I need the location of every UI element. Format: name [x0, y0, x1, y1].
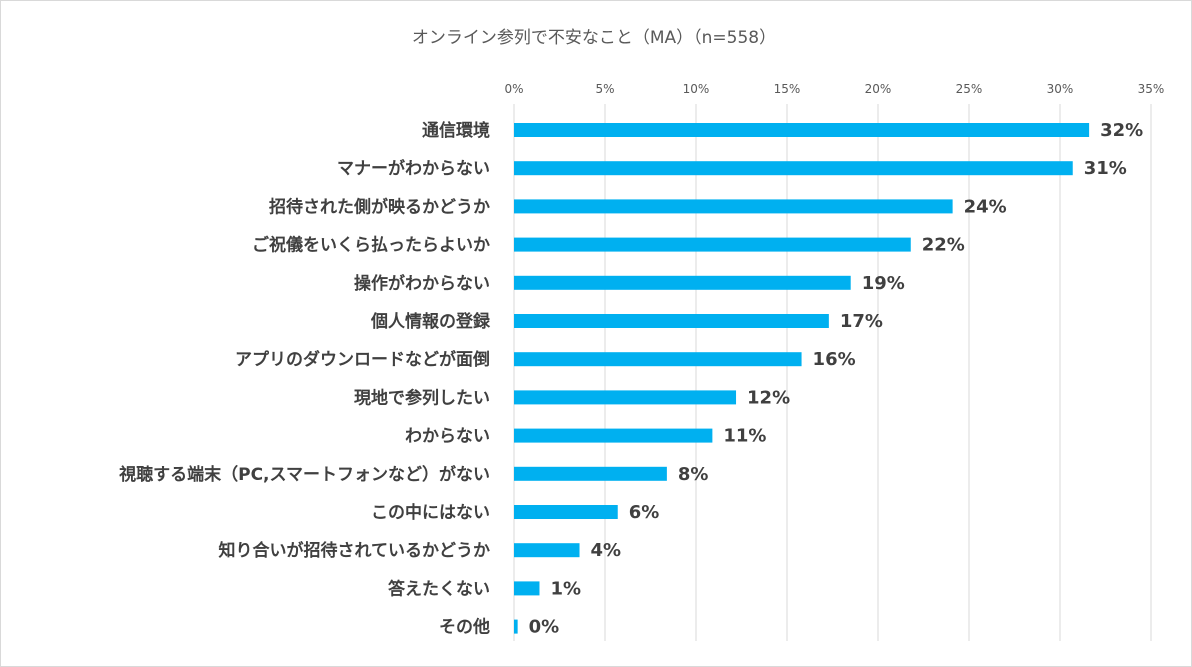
x-tick-label: 25%: [956, 82, 983, 96]
gridlines: [513, 104, 1152, 641]
category-label: わからない: [405, 427, 490, 447]
x-tick-label: 35%: [1138, 82, 1165, 96]
data-label: 1%: [550, 578, 581, 599]
category-labels: 通信環境マナーがわからない招待された側が映るかどうかご祝儀をいくら払ったらよいか…: [118, 120, 491, 638]
x-tick-label: 30%: [1047, 82, 1074, 96]
x-tick-label: 5%: [595, 82, 614, 96]
x-tick-label: 10%: [683, 82, 710, 96]
bar: [514, 466, 667, 481]
x-tick-label: 0%: [504, 82, 523, 96]
category-label: 現地で参列したい: [354, 387, 490, 408]
bars: [514, 123, 1090, 634]
data-label: 31%: [1084, 158, 1127, 179]
data-label: 22%: [922, 235, 965, 256]
data-label: 0%: [529, 617, 560, 638]
category-label: ご祝儀をいくら払ったらよいか: [252, 235, 490, 256]
category-label: 招待された側が映るかどうか: [269, 196, 490, 217]
data-label: 12%: [747, 387, 790, 408]
bar: [514, 161, 1073, 176]
category-label: その他: [439, 617, 490, 638]
x-tick-label: 15%: [774, 82, 801, 96]
bar: [514, 352, 802, 367]
data-label: 16%: [813, 349, 856, 370]
data-label: 4%: [591, 540, 622, 561]
bar: [514, 390, 737, 405]
bar: [514, 314, 829, 328]
bar: [514, 199, 953, 214]
category-label: 通信環境: [422, 120, 490, 141]
category-label: 視聴する端末（PC,スマートフォンなど）がない: [118, 464, 490, 485]
x-tick-label: 20%: [865, 82, 892, 96]
category-label: アプリのダウンロードなどが面倒: [235, 349, 490, 370]
data-label: 17%: [840, 311, 883, 332]
bar: [514, 505, 618, 519]
data-labels: 32% 31% 24% 22% 19% 17% 16% 12% 11% 8% 6% 4% 1% 0%: [529, 120, 1144, 638]
data-label: 6%: [629, 502, 660, 523]
bar: [514, 123, 1090, 137]
bar: [514, 581, 540, 596]
data-label: 32%: [1100, 120, 1143, 141]
data-label: 19%: [862, 273, 905, 294]
bar: [514, 619, 518, 634]
bar: [514, 237, 911, 252]
bar: [514, 543, 580, 558]
category-label: この中にはない: [371, 502, 490, 523]
data-label: 8%: [678, 464, 709, 485]
category-label: 操作がわからない: [354, 273, 490, 294]
bar: [514, 275, 851, 290]
bar: [514, 428, 713, 443]
data-label: 24%: [964, 196, 1007, 217]
category-label: 知り合いが招待されているかどうか: [218, 540, 491, 561]
category-label: 答えたくない: [388, 578, 490, 599]
category-label: マナーがわからない: [337, 158, 490, 179]
chart-title: オンライン参列で不安なこと（MA）（n=558）: [412, 28, 776, 48]
category-label: 個人情報の登録: [370, 311, 491, 332]
x-axis-ticks: 0% 5% 10% 15% 20% 25% 30% 35%: [504, 82, 1164, 96]
data-label: 11%: [723, 426, 766, 447]
